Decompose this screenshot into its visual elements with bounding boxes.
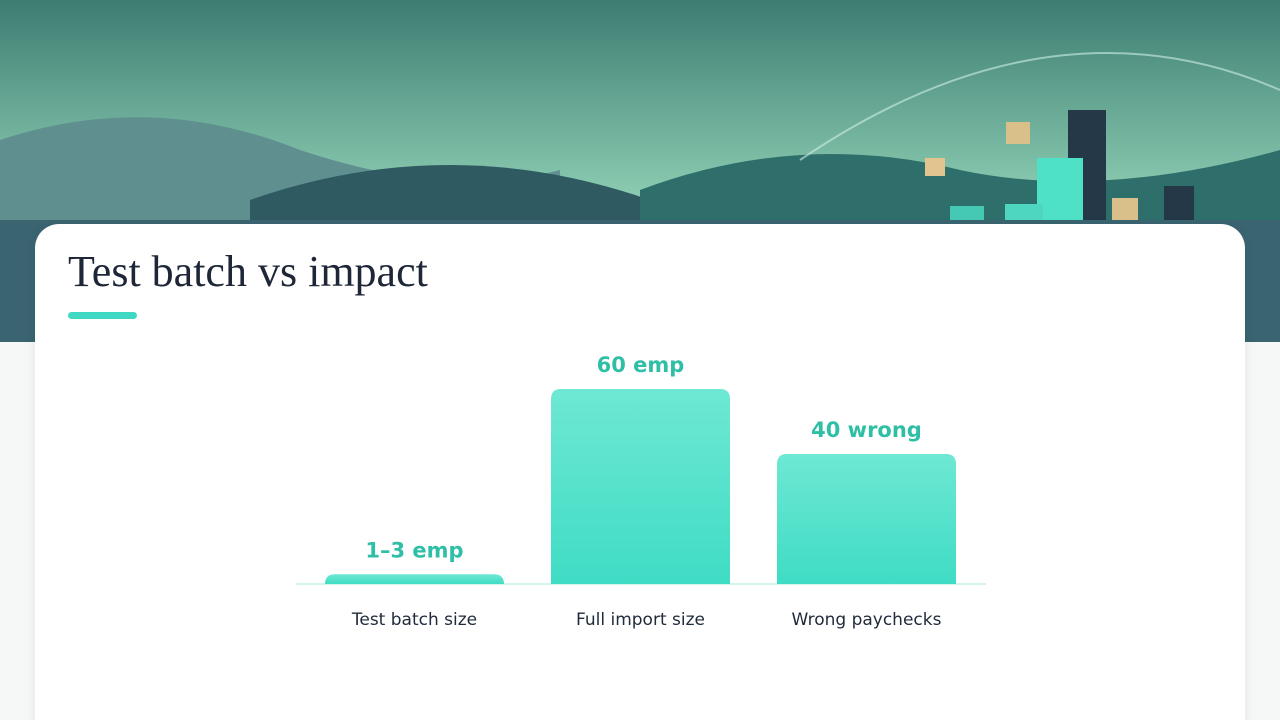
x-tick-label: Test batch size xyxy=(351,610,477,630)
value-label: 60 emp xyxy=(597,353,685,377)
bar xyxy=(551,389,730,584)
chart-title: Test batch vs impact xyxy=(68,247,428,296)
x-tick-label: Full import size xyxy=(576,610,705,630)
value-label: 1–3 emp xyxy=(365,538,463,562)
x-tick-label: Wrong paychecks xyxy=(792,610,942,630)
bar xyxy=(777,454,956,584)
title-accent xyxy=(68,312,137,319)
value-label: 40 wrong xyxy=(811,418,922,442)
bar xyxy=(325,574,504,585)
